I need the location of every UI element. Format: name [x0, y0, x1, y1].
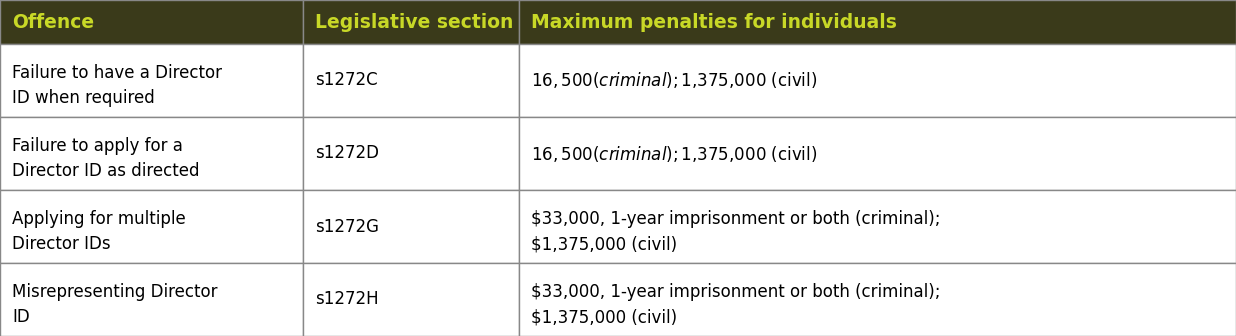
- Text: Failure to have a Director
ID when required: Failure to have a Director ID when requi…: [12, 65, 222, 108]
- Bar: [519, 263, 1236, 336]
- Text: $33,000, 1-year imprisonment or both (criminal);
$1,375,000 (civil): $33,000, 1-year imprisonment or both (cr…: [531, 210, 941, 253]
- Bar: [0, 117, 303, 190]
- Text: Misrepresenting Director
ID: Misrepresenting Director ID: [12, 284, 218, 327]
- Bar: [303, 263, 519, 336]
- Bar: [519, 117, 1236, 190]
- Text: s1272C: s1272C: [315, 72, 378, 89]
- Text: s1272H: s1272H: [315, 291, 378, 308]
- Text: Maximum penalties for individuals: Maximum penalties for individuals: [531, 12, 897, 32]
- Text: s1272D: s1272D: [315, 144, 379, 163]
- Text: $33,000, 1-year imprisonment or both (criminal);
$1,375,000 (civil): $33,000, 1-year imprisonment or both (cr…: [531, 284, 941, 327]
- Text: $16,500 (criminal); $1,375,000 (civil): $16,500 (criminal); $1,375,000 (civil): [531, 143, 818, 164]
- Bar: [303, 44, 519, 117]
- Bar: [519, 0, 1236, 44]
- Bar: [0, 263, 303, 336]
- Text: Failure to apply for a
Director ID as directed: Failure to apply for a Director ID as di…: [12, 137, 200, 180]
- Bar: [0, 0, 303, 44]
- Bar: [303, 117, 519, 190]
- Bar: [303, 0, 519, 44]
- Bar: [0, 190, 303, 263]
- Bar: [303, 190, 519, 263]
- Text: Offence: Offence: [12, 12, 94, 32]
- Bar: [519, 190, 1236, 263]
- Bar: [0, 44, 303, 117]
- Text: s1272G: s1272G: [315, 217, 379, 236]
- Text: Legislative section: Legislative section: [315, 12, 513, 32]
- Text: Applying for multiple
Director IDs: Applying for multiple Director IDs: [12, 210, 187, 253]
- Bar: [519, 44, 1236, 117]
- Text: $16,500 (criminal); $1,375,000 (civil): $16,500 (criminal); $1,375,000 (civil): [531, 71, 818, 90]
